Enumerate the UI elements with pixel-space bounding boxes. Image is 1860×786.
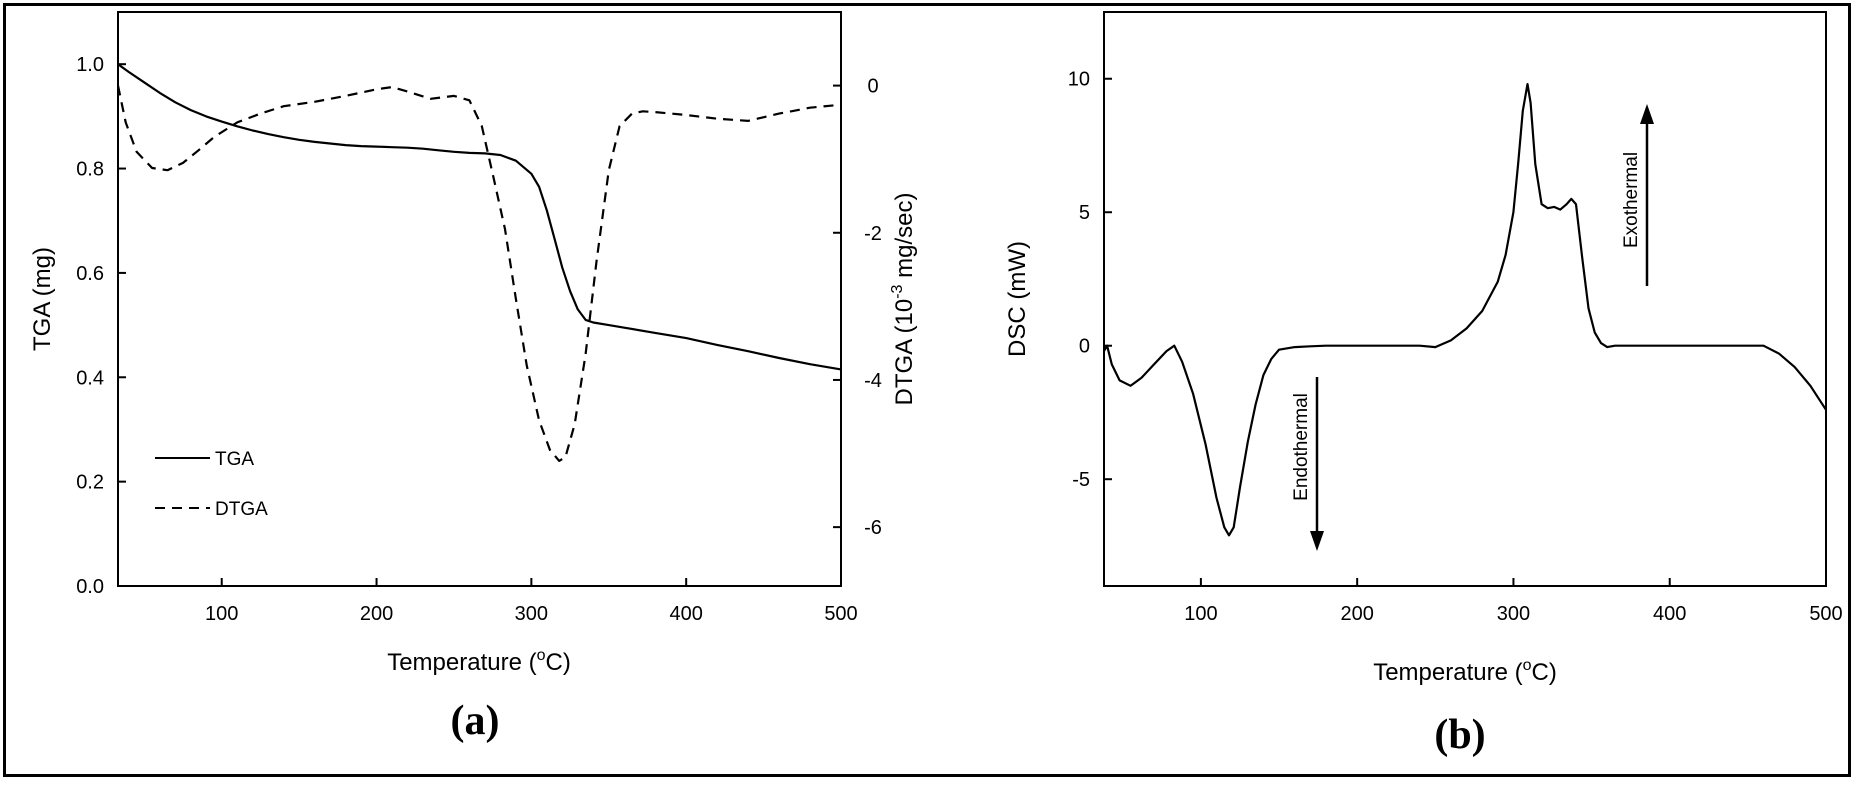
panel-a-y2-axis-title: DTGA (10-3 mg/sec) (889, 193, 918, 406)
endothermal-label: Endothermal (1291, 393, 1312, 501)
x-tick-label: 500 (824, 603, 857, 625)
panel-a-tga-dtga: 100 200 300 400 500 0.00.20.40.60.81.0 -6-4-… (29, 11, 918, 744)
legend-tga-label: TGA (215, 449, 254, 470)
x-tick-label: 200 (360, 603, 393, 625)
y-tick-label: 0.4 (76, 367, 104, 389)
panel-a-series (116, 63, 842, 462)
panel-a-x-axis-title: Temperature (oC) (387, 647, 571, 676)
panel-b-x-ticks: 100 200 300 400 500 (1184, 578, 1843, 625)
y2-tick-label: -4 (864, 370, 882, 392)
panel-a-y2-ticks: -6 -4 -2 0 (833, 76, 882, 539)
figure-frame (3, 3, 1851, 777)
x-tick-label: 400 (669, 603, 702, 625)
series-dtga-line (116, 85, 842, 462)
y-tick-label: 0 (1079, 336, 1090, 358)
panel-b-series (1103, 83, 1827, 537)
y-tick-label: 1.0 (76, 54, 104, 76)
legend-dtga-label: DTGA (215, 499, 268, 520)
panel-a-legend: TGA DTGA (155, 449, 268, 520)
endothermal-annotation: Endothermal (1291, 377, 1324, 551)
y-tick-label: 0.0 (76, 576, 104, 598)
x-tick-label: 100 (1184, 603, 1217, 625)
x-tick-label: 300 (515, 603, 548, 625)
panel-a-caption: (a) (451, 698, 500, 744)
panel-b-plot-area (1103, 11, 1827, 587)
y-tick-label: -5 (1072, 469, 1090, 491)
panel-b-dsc: 100 200 300 400 500 -5 0 5 10 Exothermal Endoth… (1004, 11, 1843, 758)
panel-a-x-ticks: 100 200 300 400 500 (205, 578, 858, 625)
y-tick-label: 5 (1079, 202, 1090, 224)
y-tick-label: 0.6 (76, 263, 104, 285)
y2-tick-label: 0 (867, 76, 878, 98)
exothermal-label: Exothermal (1621, 152, 1642, 248)
panel-b-caption: (b) (1434, 712, 1485, 758)
y2-tick-label: -2 (864, 223, 882, 245)
x-tick-label: 200 (1340, 603, 1373, 625)
y-tick-label: 0.8 (76, 159, 104, 181)
endothermal-arrowhead (1310, 531, 1324, 551)
y-tick-label: 0.2 (76, 472, 104, 494)
x-tick-label: 100 (205, 603, 238, 625)
x-tick-label: 300 (1497, 603, 1530, 625)
panel-a-y-ticks: 0.0 0.2 0.4 0.6 0.8 1.0 (76, 54, 126, 598)
exothermal-annotation: Exothermal (1621, 104, 1654, 286)
panel-b-x-axis-title: Temperature (oC) (1373, 657, 1557, 686)
panel-a-y-axis-title: TGA (mg) (29, 247, 56, 351)
series-tga-line (117, 63, 842, 371)
exothermal-arrowhead (1640, 104, 1654, 124)
x-tick-label: 500 (1809, 603, 1842, 625)
panel-a-plot-area (117, 11, 842, 587)
y2-tick-label: -6 (864, 517, 882, 539)
panel-b-y-ticks: -5 0 5 10 (1068, 69, 1112, 491)
series-dsc-line (1103, 83, 1827, 537)
y-tick-label: 10 (1068, 69, 1090, 91)
x-tick-label: 400 (1653, 603, 1686, 625)
panel-b-y-axis-title: DSC (mW) (1004, 241, 1031, 357)
